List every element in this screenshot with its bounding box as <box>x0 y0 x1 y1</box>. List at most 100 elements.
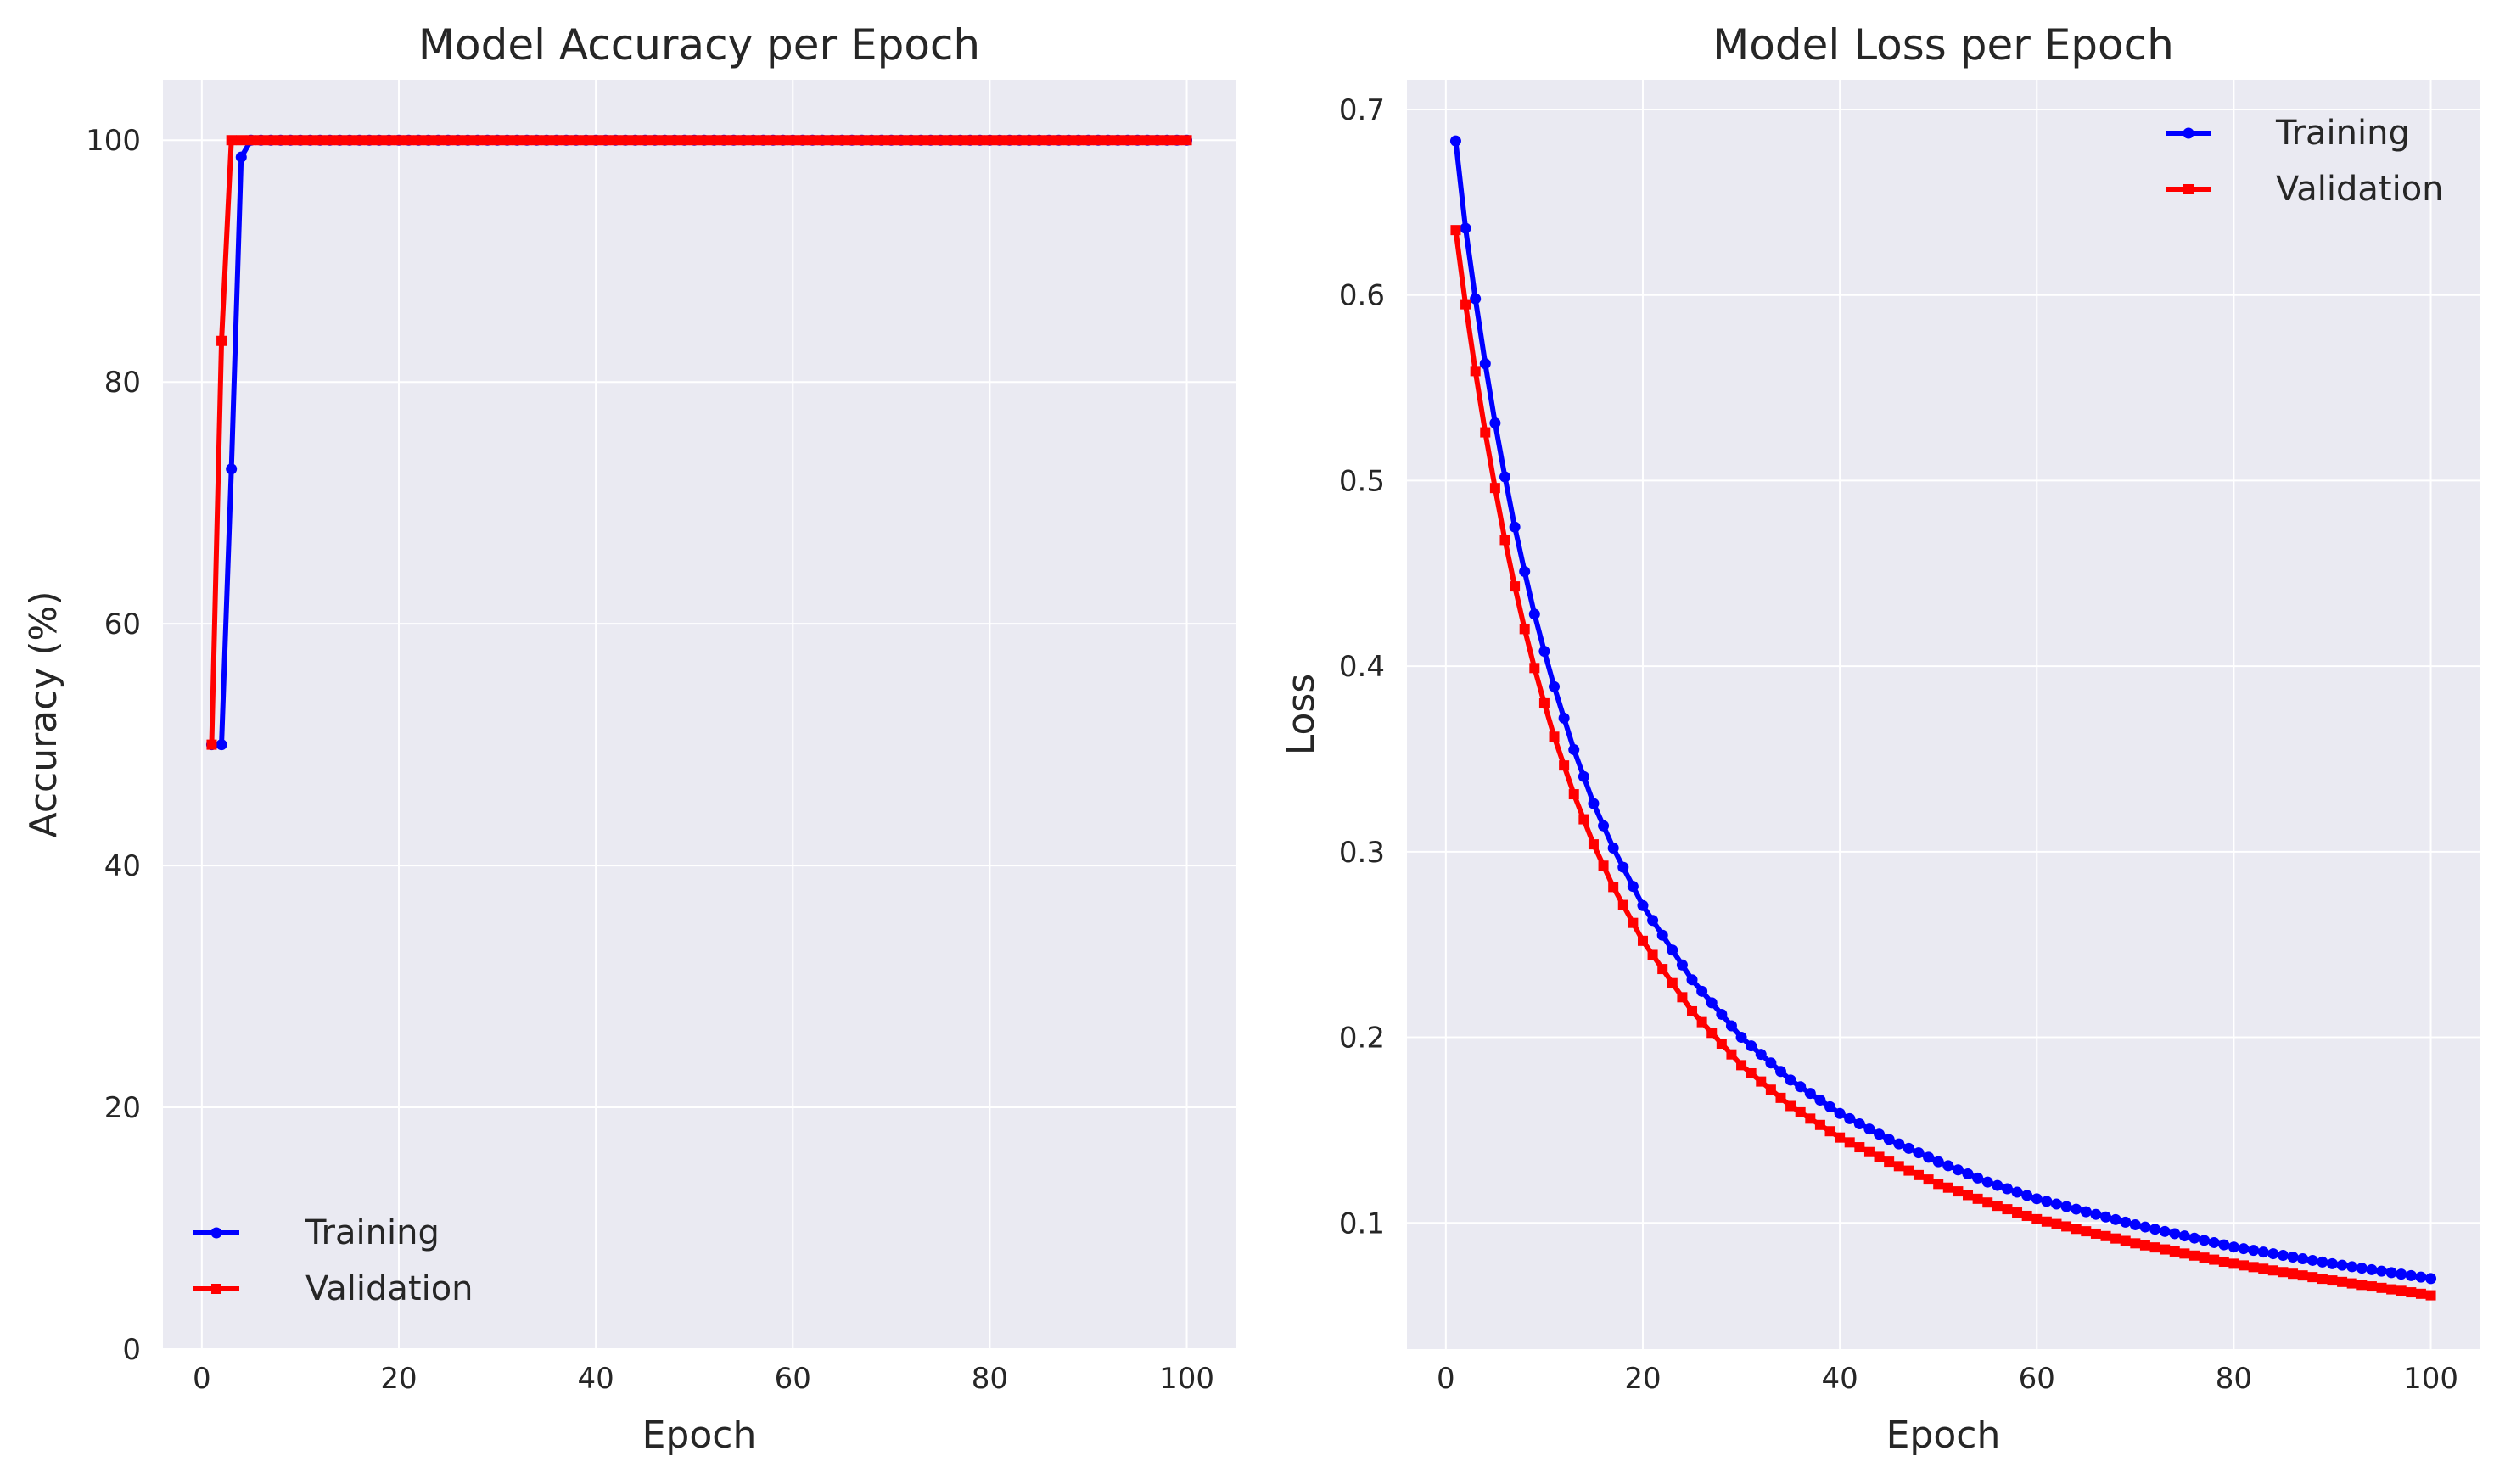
loss-point-validation <box>2376 1282 2387 1293</box>
loss-point-validation <box>1617 899 1628 910</box>
loss-point-validation <box>1805 1113 1816 1124</box>
loss-point-training <box>1558 712 1570 724</box>
loss-point-training <box>1676 959 1688 971</box>
accuracy-point-validation <box>944 135 955 146</box>
accuracy-point-validation <box>610 135 621 146</box>
accuracy-point-validation <box>423 135 434 146</box>
accuracy-point-validation <box>462 135 474 146</box>
loss-point-validation <box>2356 1280 2368 1291</box>
accuracy-point-validation <box>846 135 857 146</box>
loss-point-validation <box>2258 1263 2269 1274</box>
accuracy-point-training <box>216 739 227 751</box>
loss-y-tick-label: 0.6 <box>1339 279 1385 313</box>
accuracy-point-validation <box>777 135 788 146</box>
loss-point-validation <box>1835 1132 1846 1143</box>
accuracy-point-validation <box>551 135 562 146</box>
loss-point-training <box>2228 1241 2239 1253</box>
accuracy-point-validation <box>275 135 286 146</box>
accuracy-point-validation <box>669 135 680 146</box>
loss-point-training <box>1598 820 1610 832</box>
accuracy-x-tick-label: 100 <box>1159 1362 1214 1396</box>
loss-x-axis-label: Epoch <box>1886 1414 2001 1457</box>
loss-point-training <box>2306 1254 2318 1266</box>
accuracy-y-axis-label: Accuracy (%) <box>22 591 65 837</box>
loss-point-validation <box>2199 1252 2210 1263</box>
accuracy-point-validation <box>619 135 630 146</box>
loss-point-training <box>1696 985 1708 997</box>
loss-point-validation <box>1578 814 1589 825</box>
accuracy-x-tick-label: 80 <box>972 1362 1008 1396</box>
loss-point-validation <box>1746 1067 1757 1078</box>
loss-point-training <box>2405 1269 2417 1281</box>
accuracy-y-tick-label: 0 <box>122 1333 141 1367</box>
loss-point-validation <box>2149 1242 2160 1253</box>
loss-point-training <box>1499 471 1510 483</box>
accuracy-point-validation <box>226 135 237 146</box>
accuracy-point-validation <box>531 135 542 146</box>
accuracy-point-validation <box>1112 135 1124 146</box>
legend-label-validation: Validation <box>305 1269 474 1308</box>
loss-point-training <box>2188 1232 2200 1244</box>
loss-point-validation <box>2110 1233 2121 1244</box>
accuracy-point-validation <box>1142 135 1153 146</box>
loss-point-training <box>2199 1235 2211 1246</box>
loss-point-training <box>2326 1257 2338 1269</box>
loss-point-validation <box>2002 1204 2013 1215</box>
loss-point-validation <box>2267 1265 2278 1276</box>
loss-y-tick-label: 0.4 <box>1339 650 1385 684</box>
accuracy-point-validation <box>1132 135 1143 146</box>
loss-y-tick-label: 0.3 <box>1339 836 1385 870</box>
accuracy-point-validation <box>649 135 660 146</box>
loss-point-validation <box>1667 977 1678 988</box>
loss-point-training <box>2248 1245 2260 1257</box>
loss-point-training <box>1647 915 1659 927</box>
loss-series <box>1449 135 2437 1301</box>
accuracy-point-validation <box>935 135 946 146</box>
accuracy-point-validation <box>689 135 700 146</box>
accuracy-point-validation <box>1023 135 1034 146</box>
loss-point-validation <box>1982 1197 1993 1208</box>
loss-chart: 0 20 40 60 80 100 0.1 0.2 0.3 0.4 0.5 0.6 0.7 Model … <box>1280 20 2480 1457</box>
accuracy-point-validation <box>965 135 976 146</box>
accuracy-point-validation <box>561 135 572 146</box>
loss-point-validation <box>1844 1137 1855 1148</box>
accuracy-point-validation <box>1044 135 1055 146</box>
loss-point-validation <box>1450 225 1461 236</box>
accuracy-point-validation <box>787 135 799 146</box>
loss-y-axis-label: Loss <box>1280 674 1323 756</box>
loss-point-validation <box>2012 1207 2023 1218</box>
loss-point-training <box>1774 1066 1786 1078</box>
accuracy-point-validation <box>236 135 247 146</box>
loss-point-training <box>1883 1134 1895 1145</box>
accuracy-point-validation <box>364 135 375 146</box>
loss-point-training <box>2317 1256 2328 1268</box>
loss-point-training <box>2100 1211 2112 1223</box>
loss-point-training <box>2218 1239 2230 1251</box>
loss-point-validation <box>1657 964 1668 975</box>
loss-x-tick-label: 20 <box>1624 1362 1661 1396</box>
loss-point-training <box>2277 1250 2289 1262</box>
legend-marker-validation <box>211 1284 221 1294</box>
loss-point-training <box>1795 1081 1807 1093</box>
loss-point-training <box>1755 1049 1767 1061</box>
loss-point-training <box>2159 1225 2171 1237</box>
accuracy-point-training <box>226 463 238 475</box>
loss-point-training <box>2021 1190 2033 1201</box>
loss-point-training <box>1607 842 1619 854</box>
loss-point-validation <box>2090 1228 2101 1239</box>
loss-point-training <box>1863 1123 1875 1135</box>
loss-point-training <box>2336 1259 2348 1271</box>
accuracy-point-validation <box>728 135 739 146</box>
loss-series-training <box>1449 135 2437 1285</box>
accuracy-point-validation <box>876 135 887 146</box>
loss-point-validation <box>1637 935 1648 946</box>
loss-point-training <box>1814 1094 1826 1106</box>
loss-point-validation <box>2337 1276 2348 1287</box>
loss-point-training <box>1538 646 1550 658</box>
accuracy-x-tick-label: 40 <box>577 1362 614 1396</box>
accuracy-point-validation <box>797 135 808 146</box>
loss-point-training <box>2110 1213 2121 1225</box>
loss-point-training <box>1470 293 1482 305</box>
accuracy-point-validation <box>807 135 818 146</box>
loss-point-training <box>1844 1112 1856 1124</box>
